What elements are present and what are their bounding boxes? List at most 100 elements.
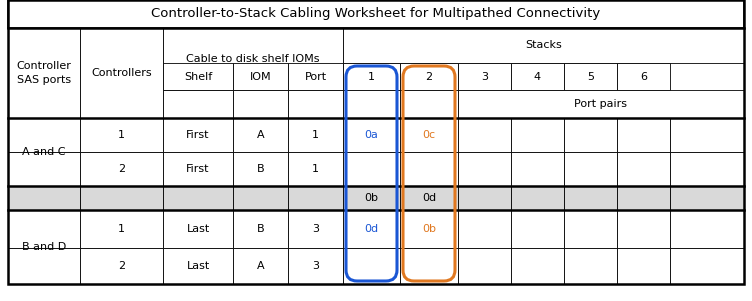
Text: 0c: 0c	[423, 130, 435, 140]
Bar	[617, 118, 670, 152]
Bar	[343, 248, 400, 284]
Bar	[163, 28, 343, 90]
Bar	[163, 90, 233, 118]
Text: 2: 2	[118, 261, 125, 271]
Bar	[8, 28, 80, 118]
Text: 0d: 0d	[365, 224, 378, 234]
Bar	[80, 248, 163, 284]
Bar	[511, 248, 564, 284]
Text: B and D: B and D	[22, 242, 66, 252]
Bar	[400, 210, 458, 248]
Text: 3: 3	[312, 261, 319, 271]
Bar	[670, 118, 744, 152]
Bar	[511, 186, 564, 210]
Bar	[564, 63, 617, 90]
Text: 0d: 0d	[422, 193, 436, 203]
Bar	[400, 90, 458, 118]
Bar	[458, 63, 511, 90]
Bar	[8, 210, 80, 248]
Bar	[80, 152, 163, 186]
Text: Port: Port	[305, 72, 326, 82]
Text: 1: 1	[368, 72, 375, 82]
Bar	[233, 63, 288, 90]
Bar	[80, 186, 163, 210]
Bar	[163, 152, 233, 186]
Text: A: A	[256, 130, 264, 140]
Bar	[288, 210, 343, 248]
Text: Controllers: Controllers	[91, 68, 152, 78]
Bar	[670, 248, 744, 284]
Bar	[233, 118, 288, 152]
Text: 3: 3	[312, 224, 319, 234]
Bar	[617, 186, 670, 210]
Bar	[400, 63, 458, 90]
Bar	[458, 118, 511, 152]
Text: Last: Last	[186, 261, 210, 271]
Text: 1: 1	[312, 130, 319, 140]
Bar	[564, 118, 617, 152]
Text: 1: 1	[312, 164, 319, 174]
Bar	[343, 152, 400, 186]
Text: IOM: IOM	[250, 72, 271, 82]
Bar	[458, 152, 511, 186]
Bar	[511, 63, 564, 90]
Bar	[564, 210, 617, 248]
Bar	[163, 210, 233, 248]
Text: First: First	[186, 164, 210, 174]
Text: 6: 6	[640, 72, 647, 82]
Bar	[343, 28, 744, 63]
Bar	[564, 152, 617, 186]
Text: Shelf: Shelf	[184, 72, 212, 82]
Bar	[8, 0, 744, 28]
Bar	[511, 118, 564, 152]
Bar	[670, 152, 744, 186]
Bar	[400, 118, 458, 152]
Text: Stacks: Stacks	[525, 41, 562, 51]
Bar	[8, 118, 80, 152]
Bar	[670, 186, 744, 210]
Text: B: B	[256, 224, 264, 234]
Text: Controller-to-Stack Cabling Worksheet for Multipathed Connectivity: Controller-to-Stack Cabling Worksheet fo…	[151, 8, 601, 20]
Bar	[458, 186, 511, 210]
Bar	[400, 186, 458, 210]
Bar	[617, 210, 670, 248]
Bar	[617, 152, 670, 186]
Bar	[564, 248, 617, 284]
Bar	[233, 186, 288, 210]
Bar	[8, 186, 80, 210]
Bar	[163, 186, 233, 210]
Bar	[343, 118, 400, 152]
Bar	[343, 63, 400, 90]
Bar	[233, 210, 288, 248]
Bar	[343, 186, 400, 210]
Bar	[288, 90, 343, 118]
Bar	[564, 186, 617, 210]
Bar	[400, 152, 458, 186]
Bar	[343, 210, 400, 248]
Bar	[288, 152, 343, 186]
Text: 3: 3	[481, 72, 488, 82]
Bar	[288, 63, 343, 90]
Bar	[233, 248, 288, 284]
Bar	[511, 210, 564, 248]
Bar	[233, 90, 288, 118]
Text: First: First	[186, 130, 210, 140]
Bar	[80, 118, 163, 152]
Bar	[80, 28, 163, 118]
Bar	[288, 186, 343, 210]
Text: A: A	[256, 261, 264, 271]
Text: 1: 1	[118, 224, 125, 234]
Bar	[163, 118, 233, 152]
Bar	[458, 210, 511, 248]
Bar	[343, 90, 400, 118]
Bar	[288, 248, 343, 284]
Text: 0b: 0b	[422, 224, 436, 234]
Bar	[8, 152, 80, 186]
Text: 4: 4	[534, 72, 541, 82]
Bar	[670, 210, 744, 248]
Bar	[288, 118, 343, 152]
Bar	[511, 152, 564, 186]
Text: 1: 1	[118, 130, 125, 140]
Bar	[458, 90, 744, 118]
Bar	[163, 248, 233, 284]
